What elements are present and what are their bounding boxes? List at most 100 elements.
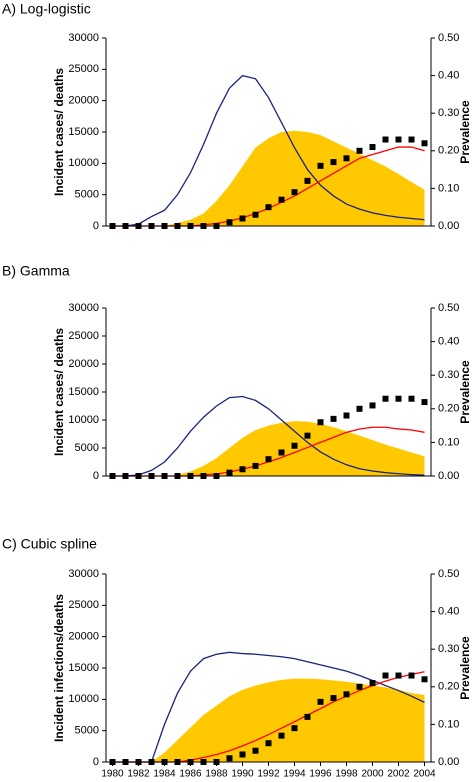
y-tick-label: 10000	[68, 414, 99, 426]
point	[369, 144, 376, 151]
point	[395, 395, 402, 402]
y2-tick-label: 0.50	[438, 32, 459, 44]
point	[408, 136, 415, 143]
y2-tick-label: 0.00	[438, 470, 459, 482]
point	[408, 395, 415, 402]
point	[304, 432, 311, 439]
point	[343, 155, 350, 162]
x-tick-label: 1986	[179, 769, 202, 780]
point	[291, 725, 298, 732]
x-tick-label: 1992	[257, 769, 280, 780]
point	[291, 189, 298, 196]
y-axis-label: Incident cases/ deaths	[52, 328, 66, 456]
point	[291, 442, 298, 449]
point	[278, 196, 285, 203]
panel-title: C) Cubic spline	[2, 536, 97, 552]
point	[369, 680, 376, 687]
y2-tick-label: 0.10	[438, 718, 459, 730]
y2-axis-label: Prevalence	[458, 636, 472, 700]
x-tick-label: 1994	[283, 769, 306, 780]
y2-tick-label: 0.00	[438, 220, 459, 232]
y-tick-label: 25000	[68, 330, 99, 342]
area	[112, 130, 425, 226]
y2-tick-label: 0.50	[438, 568, 459, 580]
x-tick-label: 2000	[361, 769, 384, 780]
panel: B) Gamma Incident cases/ deaths Prevalence…	[2, 263, 472, 482]
x-tick-label: 1982	[127, 769, 150, 780]
point	[356, 405, 363, 412]
point	[356, 683, 363, 690]
y-tick-label: 15000	[68, 386, 99, 398]
x-tick-label: 1980	[101, 769, 124, 780]
line	[112, 395, 425, 477]
point	[330, 415, 337, 422]
point	[239, 466, 246, 473]
panel-title: B) Gamma	[2, 263, 70, 279]
point	[382, 672, 389, 679]
y2-tick-label: 0.30	[438, 369, 459, 381]
point	[265, 740, 272, 747]
y-axis-label: Incident cases/ deaths	[52, 68, 66, 196]
panel: C) Cubic spline Incident infections/death…	[2, 536, 472, 780]
point	[278, 449, 285, 456]
y2-tick-label: 0.10	[438, 436, 459, 448]
point	[356, 147, 363, 154]
y-tick-label: 30000	[68, 568, 99, 580]
point	[278, 732, 285, 739]
y-tick-label: 30000	[68, 302, 99, 314]
point	[252, 462, 259, 469]
point	[226, 219, 233, 226]
x-tick-label: 1990	[231, 769, 254, 780]
x-tick-label: 2002	[387, 769, 410, 780]
point	[330, 695, 337, 702]
y-tick-label: 5000	[75, 189, 99, 201]
y-tick-label: 10000	[68, 693, 99, 705]
point	[226, 755, 233, 762]
y-tick-label: 10000	[68, 157, 99, 169]
y2-tick-label: 0.50	[438, 302, 459, 314]
point	[395, 672, 402, 679]
point	[304, 177, 311, 184]
point	[382, 136, 389, 143]
y2-tick-label: 0.20	[438, 403, 459, 415]
y-tick-label: 30000	[68, 32, 99, 44]
y-axis-label: Incident infections/deaths	[52, 594, 66, 742]
y-tick-label: 5000	[75, 725, 99, 737]
area	[112, 678, 425, 762]
point	[317, 698, 324, 705]
x-tick-label: 1988	[205, 769, 228, 780]
point	[421, 140, 428, 147]
point	[239, 215, 246, 222]
point	[239, 751, 246, 758]
y2-tick-label: 0.40	[438, 70, 459, 82]
point	[369, 402, 376, 409]
point	[421, 399, 428, 406]
y2-axis-label: Prevalence	[458, 360, 472, 424]
point	[252, 747, 259, 754]
y-tick-label: 15000	[68, 126, 99, 138]
y-tick-label: 20000	[68, 631, 99, 643]
point	[408, 672, 415, 679]
point	[265, 456, 272, 463]
line	[112, 74, 425, 227]
point	[252, 211, 259, 218]
point	[343, 691, 350, 698]
y2-axis-label: Prevalence	[458, 100, 472, 164]
point	[330, 159, 337, 166]
point	[382, 395, 389, 402]
y-tick-label: 20000	[68, 358, 99, 370]
y2-tick-label: 0.30	[438, 107, 459, 119]
point	[265, 204, 272, 211]
y-tick-label: 15000	[68, 662, 99, 674]
y2-tick-label: 0.20	[438, 681, 459, 693]
x-tick-label: 1998	[335, 769, 358, 780]
point	[226, 469, 233, 476]
point	[304, 713, 311, 720]
y-tick-label: 25000	[68, 63, 99, 75]
point	[421, 676, 428, 683]
y-tick-label: 0	[93, 756, 99, 768]
panel-title: A) Log-logistic	[2, 1, 91, 17]
point	[317, 162, 324, 169]
y2-tick-label: 0.30	[438, 643, 459, 655]
